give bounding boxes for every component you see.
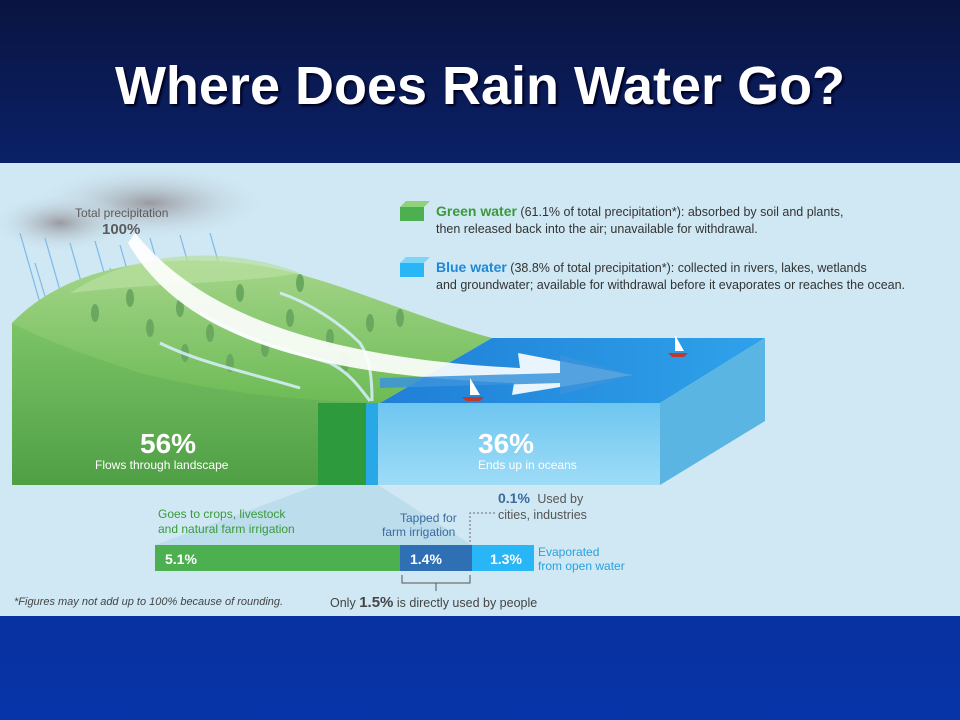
precipitation-value: 100% [102,221,140,238]
summary-suffix: is directly used by people [393,596,537,610]
river-strip [366,403,378,485]
green-water-name: Green water [436,203,517,219]
wetland-strip [318,403,368,485]
ocean-value: 36% [478,428,534,459]
ocean-side [660,338,765,485]
sailboat-icon [668,335,688,357]
precipitation-label: Total precipitation [75,206,168,220]
blue-water-desc-2: and groundwater; available for withdrawa… [436,278,905,292]
blue-water-name: Blue water [436,259,507,275]
evaporated-bar [472,545,534,571]
irrigation-value: 1.4% [410,551,442,567]
evaporated-value: 1.3% [490,551,522,567]
ocean-front [378,403,660,485]
footnote: *Figures may not add up to 100% because … [14,596,283,608]
people-bracket [401,575,471,591]
green-water-swatch [400,201,430,207]
cities-value: 0.1% [498,490,530,506]
breakdown-funnel [155,485,472,545]
diagram-panel: Total precipitation 100% Green water (61… [0,163,960,616]
cities-connector [469,512,495,543]
ocean-label: Ends up in oceans [478,458,577,472]
irrigation-bar [400,545,472,571]
blue-water-swatch-front [400,263,424,277]
svg-text:0.1% Used by: 0.1% Used by [498,490,584,506]
svg-text:Blue water (38.8% of total pre: Blue water (38.8% of total precipitation… [436,259,867,275]
green-water-desc-2: then released back into the air; unavail… [436,222,758,236]
crops-label: Goes to crops, livestock [158,507,286,521]
landscape-front [12,323,380,485]
sailboat-icon [462,378,484,401]
rain-cloud [0,165,270,253]
evaporated-label-2: from open water [538,559,625,573]
crops-bar [155,545,400,571]
green-water-swatch-front [400,207,424,221]
hill-shadow [70,255,300,293]
summary-value: 1.5% [359,594,393,611]
landscape-value: 56% [140,428,196,459]
green-water-desc: (61.1% of total precipitation*): absorbe… [517,205,844,219]
water-cycle-diagram: Total precipitation 100% Green water (61… [0,165,905,611]
summary-prefix: Only [330,596,359,610]
irrigation-label-2: farm irrigation [382,525,455,539]
summary-text: Only 1.5% is directly used by people [330,594,537,611]
flow-arrow-blue [380,355,632,395]
crops-value: 5.1% [165,551,197,567]
slide-title: Where Does Rain Water Go? [114,56,846,116]
cities-label: Used by [537,492,584,506]
crops-label-2: and natural farm irrigation [158,522,295,536]
legend-green: Green water (61.1% of total precipitatio… [400,201,844,236]
svg-text:Green water (61.1% of total pr: Green water (61.1% of total precipitatio… [436,203,844,219]
blue-water-desc: (38.8% of total precipitation*): collect… [507,261,867,275]
irrigation-label: Tapped for [400,511,457,525]
landscape-label: Flows through landscape [95,458,229,472]
blue-water-swatch [400,257,430,263]
legend-blue: Blue water (38.8% of total precipitation… [400,257,905,292]
evaporated-label: Evaporated [538,545,599,559]
cities-label-2: cities, industries [498,508,587,522]
